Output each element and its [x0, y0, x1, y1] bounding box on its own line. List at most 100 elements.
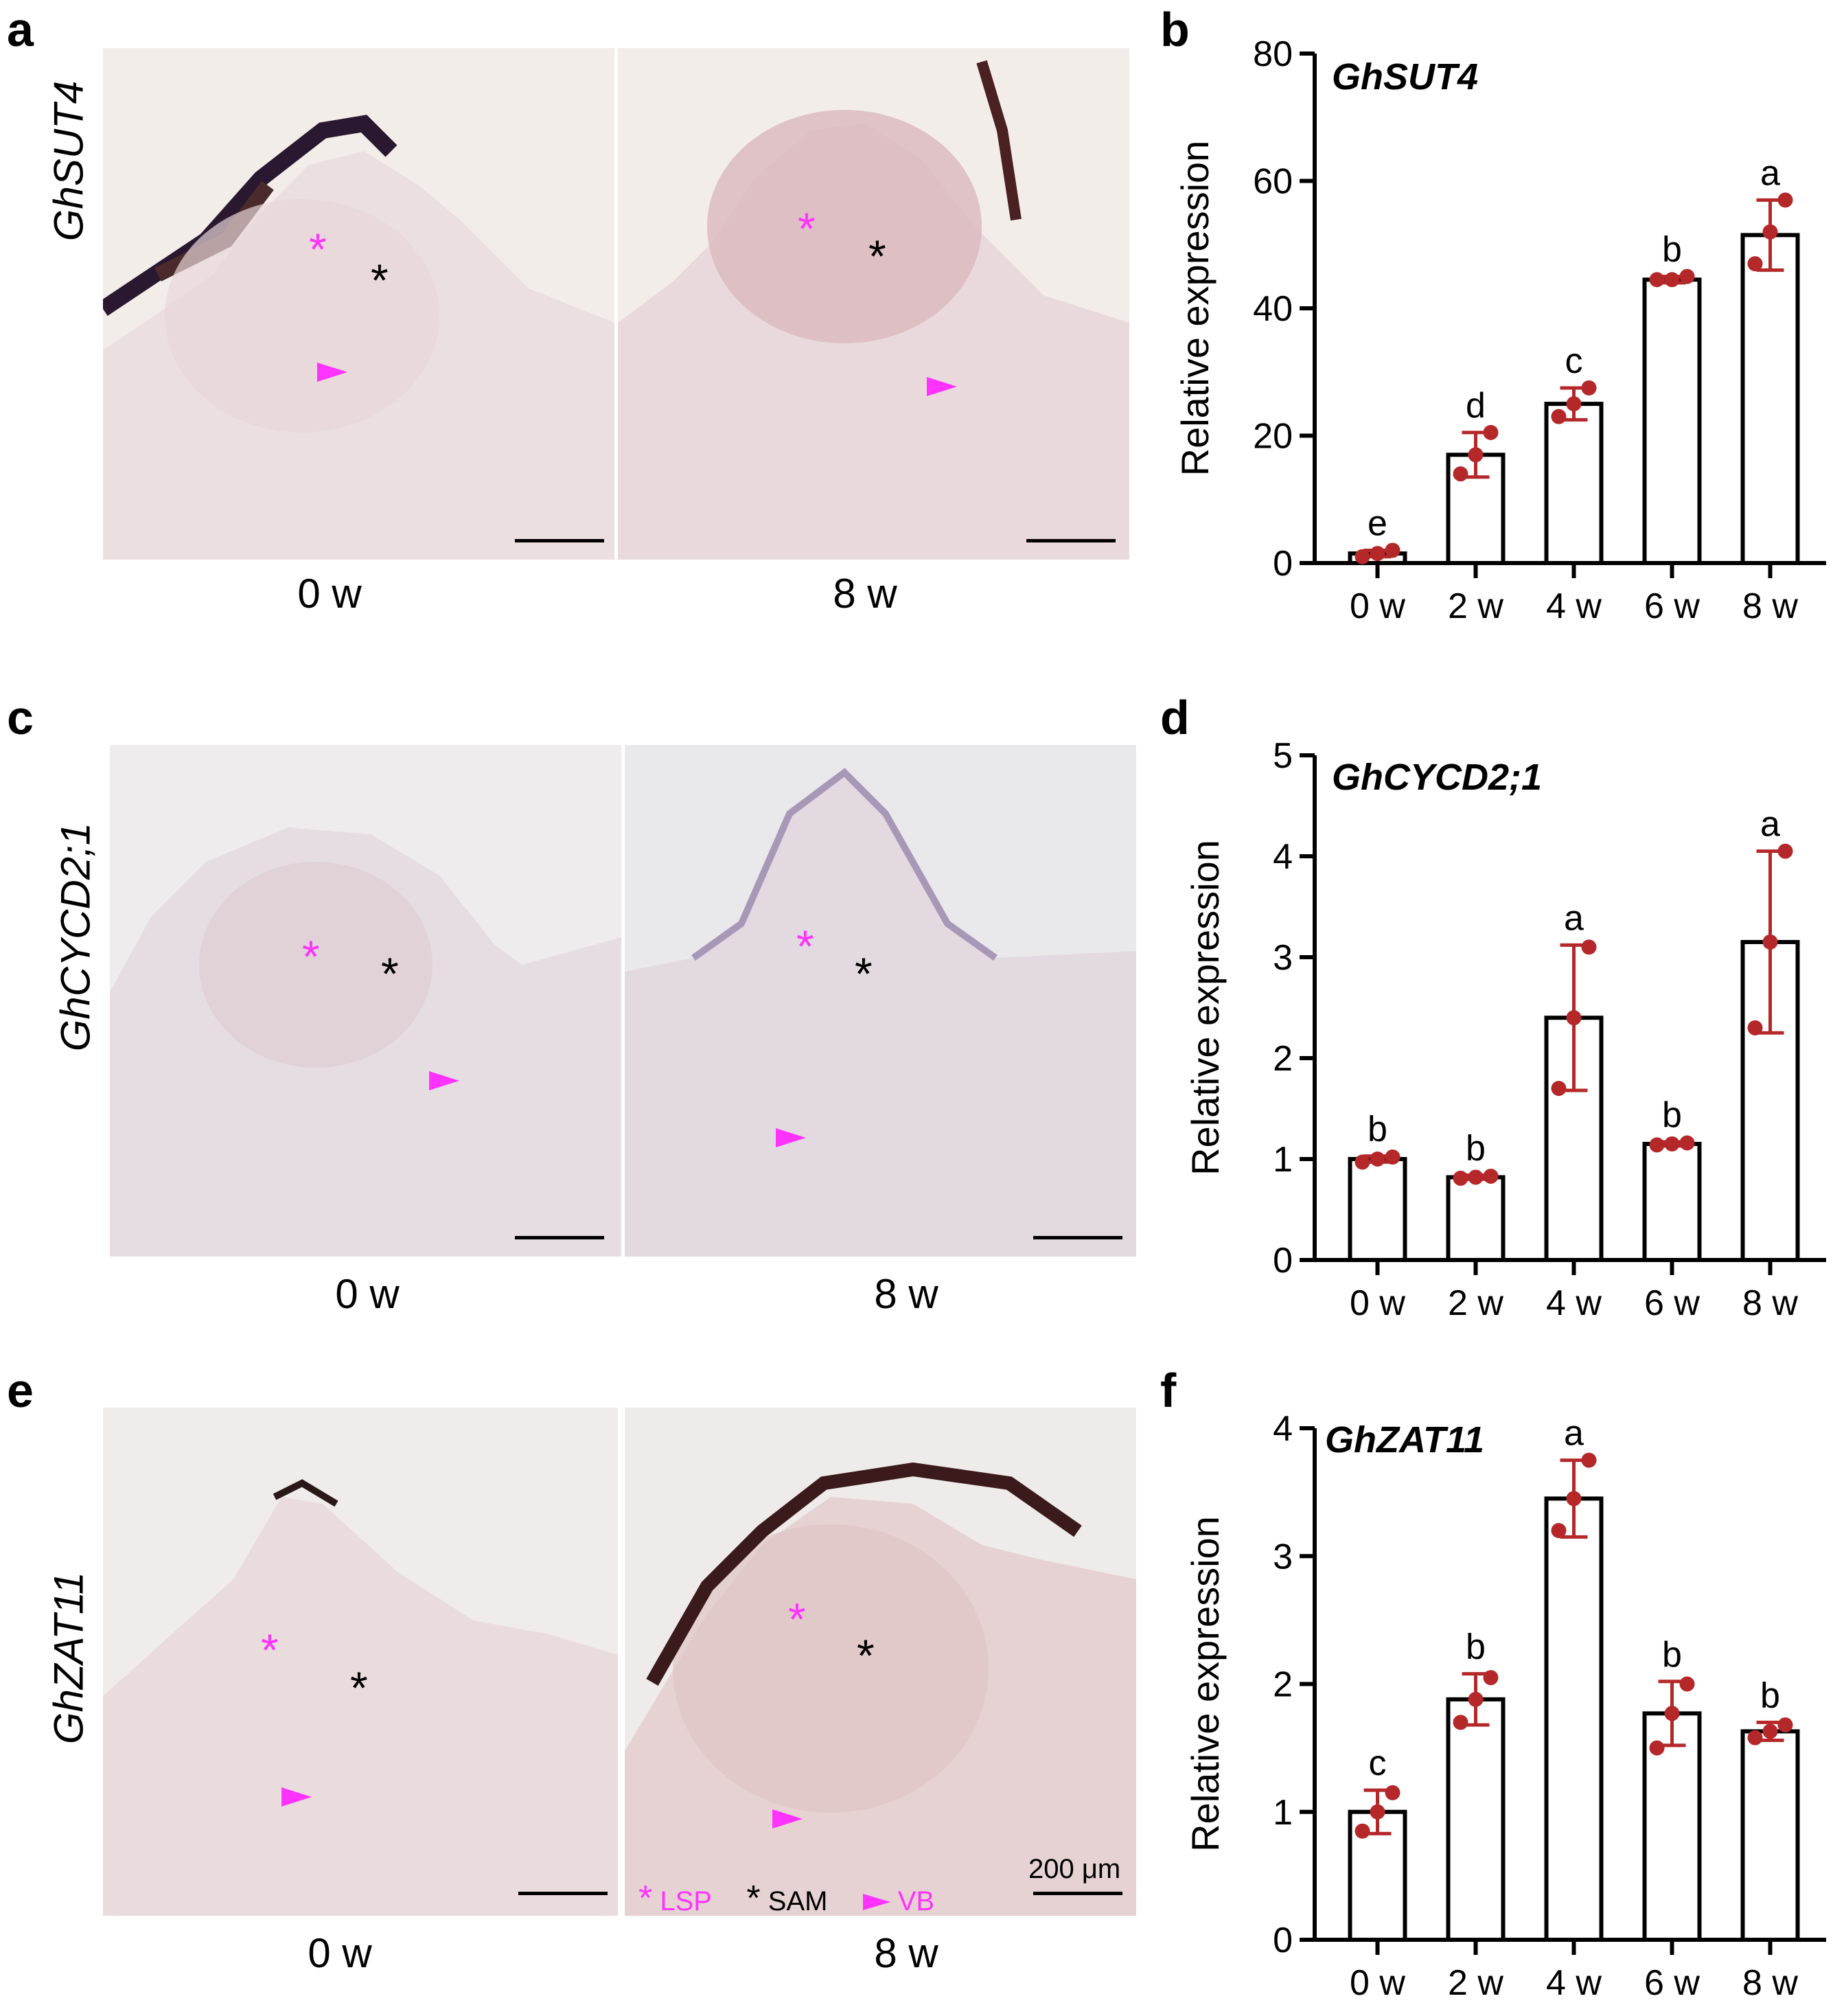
panel-letter-a: a	[7, 3, 34, 56]
lsp-marker: *	[261, 1625, 279, 1675]
significance-label: d	[1466, 386, 1486, 426]
vb-arrow-icon	[429, 1071, 459, 1090]
vb-arrow-icon	[927, 377, 957, 396]
x-tick-label: 4 w	[1546, 586, 1602, 626]
vb-arrow-icon	[281, 1787, 312, 1807]
micrograph-c-0w	[110, 745, 621, 1257]
y-tick-label: 2	[1273, 1039, 1293, 1079]
data-point	[1664, 1706, 1680, 1721]
sam-marker: *	[868, 231, 886, 282]
y-tick-label: 20	[1253, 417, 1293, 457]
y-tick-label: 3	[1273, 938, 1293, 978]
chart-title: GhSUT4	[1332, 56, 1478, 98]
significance-label: b	[1662, 1635, 1682, 1675]
data-point	[1385, 1149, 1400, 1165]
scale-bar	[515, 539, 604, 542]
bar	[1348, 1157, 1407, 1262]
data-point	[1664, 272, 1680, 288]
scale-bar	[515, 1236, 604, 1239]
vb-arrow-icon	[772, 1809, 803, 1829]
y-tick-label: 4	[1273, 837, 1293, 877]
data-point	[1453, 1715, 1468, 1730]
legend: * LSP * SAM VB	[638, 1878, 934, 1919]
lsp-marker: *	[302, 931, 320, 982]
bar	[1740, 939, 1800, 1262]
data-point	[1649, 1740, 1665, 1756]
data-point	[1551, 1523, 1567, 1538]
data-point	[1483, 1168, 1499, 1184]
x-tick-label: 4 w	[1546, 1963, 1602, 2003]
bar	[1544, 1016, 1604, 1262]
x-tick-label: 2 w	[1448, 1283, 1503, 1323]
scale-bar	[1033, 1892, 1122, 1895]
bar	[1348, 551, 1407, 566]
time-label: 8 w	[874, 1271, 938, 1317]
x-tick-label: 8 w	[1742, 1963, 1798, 2003]
panel-letter-e: e	[7, 1364, 34, 1417]
x-tick-label: 0 w	[1350, 586, 1405, 626]
significance-label: b	[1466, 1129, 1486, 1169]
time-label: 8 w	[833, 571, 897, 617]
vb-arrow-icon	[317, 363, 347, 382]
data-point	[1581, 939, 1597, 955]
lsp-marker: *	[798, 203, 816, 254]
data-point	[1777, 1717, 1793, 1733]
data-point	[1453, 466, 1468, 482]
x-tick-label: 2 w	[1448, 586, 1503, 626]
y-tick-label: 80	[1253, 34, 1293, 74]
data-point	[1385, 1785, 1400, 1800]
sam-marker: *	[350, 1662, 368, 1713]
data-point	[1354, 1823, 1370, 1839]
time-label: 8 w	[874, 1930, 938, 1976]
y-axis-label: Relative expression	[1173, 141, 1217, 477]
y-axis-label: Relative expression	[1184, 1516, 1227, 1852]
x-tick-label: 8 w	[1742, 1283, 1798, 1323]
scale-bar	[1033, 1236, 1122, 1239]
data-point	[1664, 1136, 1680, 1152]
micrograph-e-8w	[625, 1408, 1136, 1916]
scale-bar	[518, 1892, 608, 1895]
data-point	[1679, 1135, 1695, 1151]
sam-legend-label: SAM	[768, 1886, 828, 1916]
bar	[1740, 1729, 1800, 1943]
bar	[1642, 277, 1702, 565]
chart-title: GhZAT11	[1325, 1419, 1484, 1461]
data-point	[1649, 272, 1665, 288]
x-tick-label: 2 w	[1448, 1963, 1503, 2003]
x-tick-label: 4 w	[1546, 1283, 1602, 1323]
data-point	[1551, 409, 1567, 424]
bar	[1348, 1809, 1407, 1942]
data-point	[1581, 1452, 1597, 1468]
data-point	[1747, 1020, 1763, 1035]
significance-label: a	[1564, 1414, 1584, 1454]
y-axis-label: Relative expression	[1184, 840, 1227, 1176]
significance-label: b	[1368, 1110, 1387, 1149]
y-tick-label: 0	[1273, 544, 1293, 584]
panel-letter-c: c	[7, 691, 34, 744]
significance-label: a	[1564, 898, 1584, 938]
sam-marker: *	[371, 255, 389, 306]
gene-label-row1: GhSUT4	[45, 80, 92, 242]
y-tick-label: 60	[1253, 162, 1293, 202]
x-tick-label: 0 w	[1350, 1963, 1405, 2003]
data-point	[1551, 1081, 1567, 1097]
y-tick-label: 5	[1273, 736, 1293, 776]
data-point	[1385, 542, 1400, 558]
y-tick-label: 2	[1273, 1665, 1293, 1705]
bar	[1446, 1175, 1506, 1262]
sam-legend-star: *	[746, 1879, 761, 1918]
significance-label: e	[1368, 503, 1387, 543]
bar	[1544, 1496, 1604, 1942]
y-tick-label: 0	[1273, 1921, 1293, 1960]
data-point	[1679, 268, 1695, 284]
data-point	[1468, 1691, 1484, 1707]
data-point	[1468, 447, 1484, 463]
significance-label: b	[1466, 1627, 1486, 1667]
data-point	[1777, 192, 1793, 208]
micrograph-a-8w	[618, 48, 1129, 560]
significance-label: c	[1369, 1743, 1387, 1783]
data-point	[1453, 1170, 1468, 1186]
lsp-marker: *	[796, 921, 814, 972]
bar	[1740, 233, 1800, 565]
lsp-legend-label: LSP	[660, 1886, 712, 1916]
